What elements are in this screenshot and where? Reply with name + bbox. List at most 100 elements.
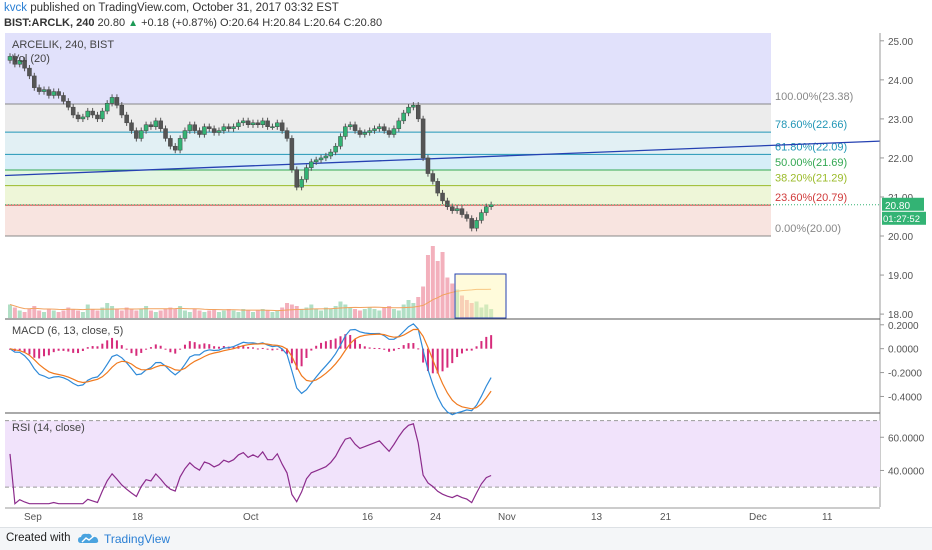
macd-histogram-bar (446, 348, 449, 368)
volume-bar (430, 246, 435, 318)
macd-histogram-bar (324, 341, 327, 349)
candle-body (148, 124, 154, 127)
candle-body (61, 95, 66, 102)
tradingview-brand[interactable]: TradingView (104, 532, 171, 546)
macd-histogram-bar (334, 338, 337, 349)
volume-bar (401, 304, 406, 318)
volume-bar (474, 301, 479, 318)
volume-bar (304, 307, 309, 318)
candle-body (406, 106, 411, 114)
candle-body (479, 212, 484, 221)
volume-bar (280, 307, 285, 318)
macd-histogram-bar (52, 348, 55, 353)
macd-histogram-bar (203, 343, 206, 349)
volume-bar (216, 312, 221, 318)
candle-body (56, 91, 61, 96)
volume-bar (173, 309, 178, 318)
macd-histogram-bar (72, 348, 75, 353)
volume-bar (139, 309, 144, 318)
volume-bar (144, 306, 149, 318)
macd-histogram-bar (159, 345, 162, 349)
candle-body (192, 124, 197, 131)
volume-bar (231, 310, 236, 318)
macd-histogram-bar (247, 346, 250, 349)
x-tick-label: 18 (132, 512, 144, 523)
volume-bar (275, 310, 280, 318)
rsi-tick-label: 60.0000 (888, 433, 925, 444)
fib-level-label: 78.60%(22.66) (775, 119, 847, 131)
volume-bar (396, 310, 401, 318)
candle-body (275, 122, 280, 127)
macd-histogram-bar (465, 348, 468, 351)
volume-bar (459, 295, 464, 318)
candle-body (469, 218, 474, 229)
candle-body (80, 116, 86, 120)
candle-body (401, 112, 406, 122)
tradingview-cloud-icon (78, 533, 99, 543)
rsi-band (5, 420, 880, 488)
candle-body (484, 206, 489, 213)
candle-body (7, 56, 13, 61)
macd-histogram-bar (358, 343, 361, 349)
candle-body (304, 167, 309, 180)
fib-band (5, 132, 771, 155)
volume-bar (391, 309, 396, 318)
volume-bar (100, 307, 105, 318)
price-tick-label: 22.00 (888, 154, 913, 165)
macd-histogram-bar (47, 348, 50, 356)
volume-bar (411, 303, 416, 318)
fib-level-label: 23.60%(20.79) (775, 192, 847, 204)
fib-level-label: 38.20%(21.29) (775, 173, 847, 185)
volume-bar (66, 307, 71, 318)
macd-histogram-bar (368, 347, 371, 349)
candle-body (391, 128, 397, 135)
candle-body (386, 130, 392, 135)
volume-bar (387, 306, 392, 318)
fib-level-label: 100.00%(23.38) (775, 91, 853, 103)
candle-body (134, 130, 139, 139)
volume-bar (251, 312, 255, 318)
chart-canvas[interactable]: 100.00%(23.38)78.60%(22.66)61.80%(22.09)… (0, 31, 932, 527)
volume-bar (221, 310, 226, 318)
volume-bar (338, 301, 343, 318)
macd-histogram-bar (383, 348, 386, 350)
macd-histogram-bar (426, 348, 429, 372)
macd-histogram-bar (169, 348, 172, 353)
macd-histogram-bar (222, 346, 225, 349)
macd-histogram-bar (115, 340, 118, 349)
macd-histogram-bar (485, 336, 488, 349)
macd-histogram-bar (125, 348, 128, 350)
macd-histogram-bar (242, 345, 245, 349)
volume-bar (406, 300, 411, 318)
macd-histogram-bar (266, 348, 269, 350)
volume-bar (182, 310, 187, 318)
volume-bar (319, 310, 324, 318)
macd-histogram-bar (67, 348, 70, 352)
candle-body (357, 130, 363, 135)
volume-bar (372, 309, 377, 318)
candle-body (187, 124, 193, 131)
candle-body (216, 130, 222, 133)
price-tick-label: 20.00 (888, 232, 913, 243)
ohlc-values: O:20.64 H:20.84 L:20.64 C:20.80 (220, 17, 383, 29)
candle-body (440, 192, 445, 202)
candle-body (347, 124, 353, 127)
macd-histogram-bar (305, 348, 308, 358)
volume-bar (333, 306, 338, 318)
volume-bar (17, 310, 22, 318)
candle-body (163, 128, 168, 139)
candle-body (143, 124, 149, 131)
volume-bar (148, 310, 153, 318)
macd-histogram-bar (81, 348, 84, 352)
author-link[interactable]: kvck (4, 2, 27, 14)
candle-body (415, 104, 421, 120)
volume-bar (212, 309, 217, 318)
price-pane-title: ARCELIK, 240, BIST (12, 39, 114, 51)
x-tick-label: Dec (749, 512, 767, 523)
macd-histogram-bar (344, 334, 347, 349)
volume-bar (489, 309, 494, 318)
candle-body (445, 200, 450, 207)
x-tick-label: 21 (660, 512, 672, 523)
candle-body (138, 130, 144, 139)
volume-indicator-label: Vol (20) (12, 53, 50, 65)
